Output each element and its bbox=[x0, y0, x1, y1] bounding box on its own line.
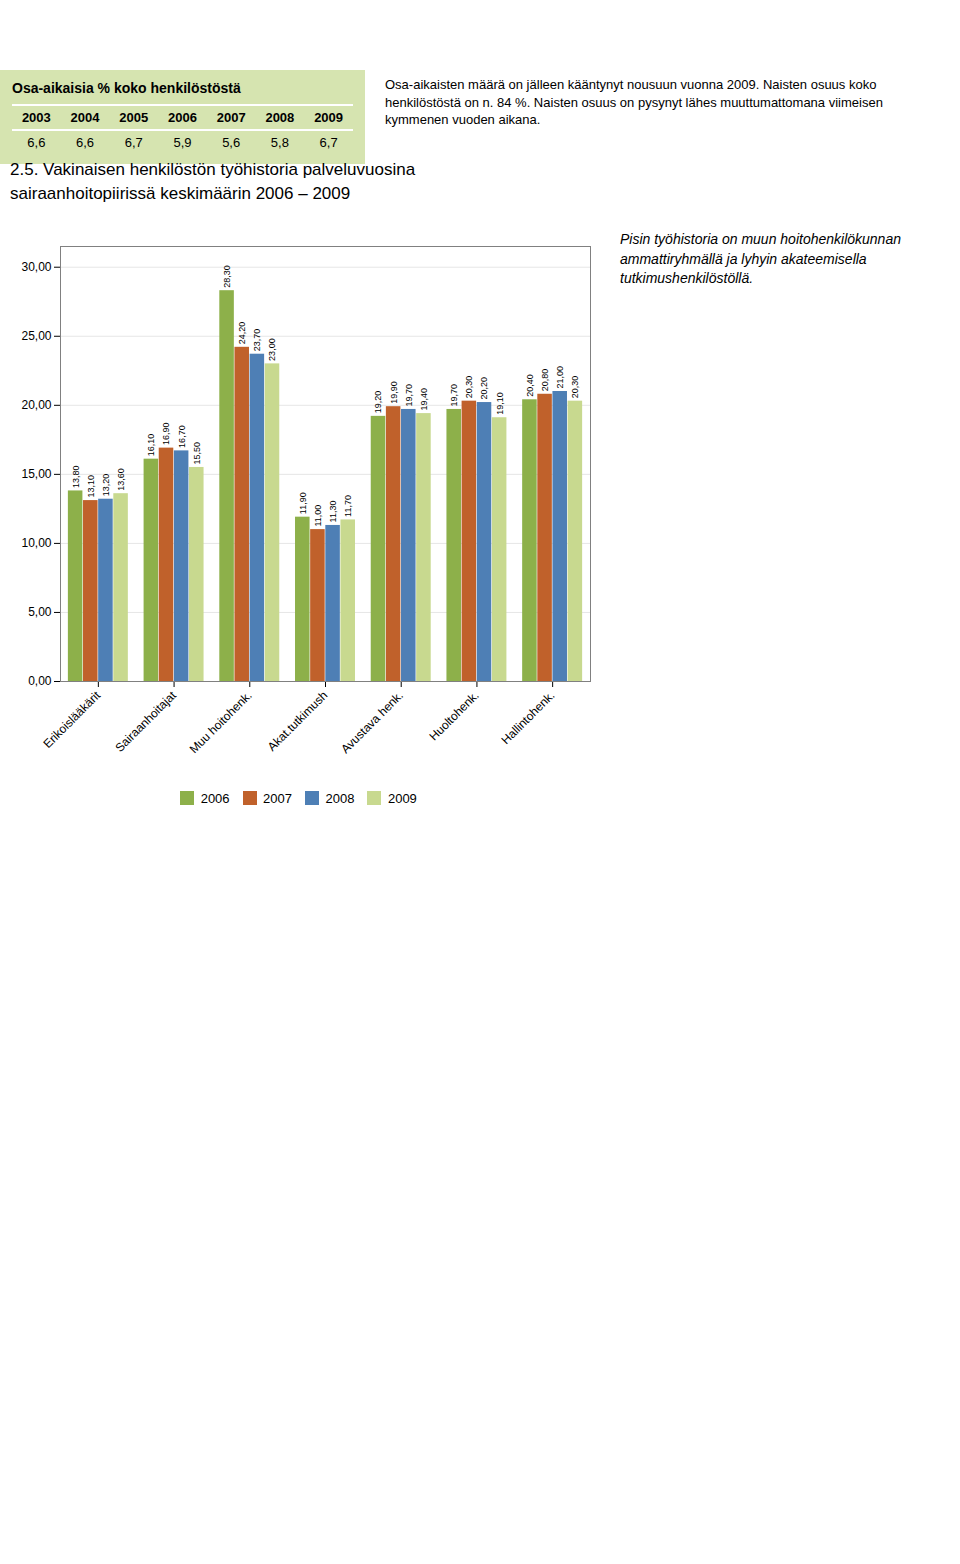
html-text:6,6: 6,6 bbox=[27, 135, 46, 150]
html-text:6,7: 6,7 bbox=[319, 135, 338, 150]
html-text:6,7: 6,7 bbox=[124, 135, 143, 150]
svg-text:23,70: 23,70 bbox=[252, 328, 262, 351]
html-text:2007: 2007 bbox=[216, 110, 246, 125]
svg-text:21,00: 21,00 bbox=[555, 366, 565, 389]
html-text:5,6: 5,6 bbox=[222, 135, 241, 150]
svg-text:5,00: 5,00 bbox=[28, 605, 52, 619]
svg-text:Huoltohenk.: Huoltohenk. bbox=[427, 688, 482, 743]
svg-text:13,60: 13,60 bbox=[116, 468, 126, 491]
svg-text:11,30: 11,30 bbox=[328, 500, 338, 522]
svg-text:19,20: 19,20 bbox=[373, 390, 383, 413]
svg-text:25,00: 25,00 bbox=[21, 329, 51, 343]
svg-text:13,20: 13,20 bbox=[101, 473, 111, 496]
svg-text:15,00: 15,00 bbox=[21, 467, 51, 481]
svg-text:20,30: 20,30 bbox=[570, 375, 580, 398]
svg-text:16,90: 16,90 bbox=[161, 422, 171, 445]
svg-text:11,90: 11,90 bbox=[298, 492, 308, 514]
html-text:sairaanhoitopiirissä keskimäär: sairaanhoitopiirissä keskimäärin 2006 – … bbox=[10, 183, 351, 203]
html-text:2.5. Vakinaisen henkilöstön ty: 2.5. Vakinaisen henkilöstön työhistoria … bbox=[10, 160, 416, 179]
html-text:2008: 2008 bbox=[325, 790, 355, 806]
svg-text:20,20: 20,20 bbox=[479, 377, 489, 400]
html-text:2006: 2006 bbox=[200, 790, 230, 806]
svg-text:10,00: 10,00 bbox=[21, 536, 51, 550]
svg-text:16,70: 16,70 bbox=[177, 425, 187, 448]
svg-text:15,50: 15,50 bbox=[192, 442, 202, 465]
html-text:2008: 2008 bbox=[265, 110, 295, 125]
html-text:2006: 2006 bbox=[168, 110, 197, 125]
svg-text:Sairaanhoitajat: Sairaanhoitajat bbox=[112, 687, 179, 754]
svg-text:19,70: 19,70 bbox=[449, 384, 459, 407]
svg-text:11,70: 11,70 bbox=[343, 495, 353, 517]
html-text:5,8: 5,8 bbox=[270, 135, 289, 150]
html-text:2007: 2007 bbox=[263, 790, 292, 806]
svg-text:23,00: 23,00 bbox=[267, 338, 277, 361]
html-text:2009: 2009 bbox=[314, 110, 344, 125]
svg-text:28,30: 28,30 bbox=[222, 265, 232, 288]
html-text:2003: 2003 bbox=[21, 110, 51, 125]
html-text:2005: 2005 bbox=[119, 110, 149, 125]
html-text:Osa-aikaisia % koko henkilöstö: Osa-aikaisia % koko henkilöstöstä bbox=[12, 80, 241, 96]
svg-text:20,00: 20,00 bbox=[21, 398, 51, 412]
svg-text:Avustava henk.: Avustava henk. bbox=[338, 688, 406, 756]
svg-text:13,10: 13,10 bbox=[86, 475, 96, 498]
svg-text:19,90: 19,90 bbox=[389, 381, 399, 404]
svg-text:Hallintohenk.: Hallintohenk. bbox=[499, 688, 558, 747]
svg-text:11,00: 11,00 bbox=[313, 504, 323, 526]
html-text:Pisin työhistoria on muun hoit: Pisin työhistoria on muun hoitohenkilöku… bbox=[620, 231, 901, 287]
html-text:2009: 2009 bbox=[387, 790, 417, 806]
svg-text:19,10: 19,10 bbox=[495, 392, 505, 415]
svg-text:Muu hoitohenk.: Muu hoitohenk. bbox=[187, 688, 255, 756]
html-text:5,9: 5,9 bbox=[173, 135, 192, 150]
html-text:6,6: 6,6 bbox=[76, 135, 95, 150]
svg-text:19,40: 19,40 bbox=[419, 388, 429, 411]
svg-text:Akat.tutkimush: Akat.tutkimush bbox=[265, 688, 331, 754]
svg-text:0,00: 0,00 bbox=[28, 674, 52, 688]
svg-text:20,30: 20,30 bbox=[464, 375, 474, 398]
svg-text:20,80: 20,80 bbox=[540, 368, 550, 391]
svg-text:Erikoislääkärit: Erikoislääkärit bbox=[40, 687, 103, 750]
html-text:Osa-aikaisten määrä on jälleen: Osa-aikaisten määrä on jälleen kääntynyt… bbox=[385, 77, 883, 128]
svg-text:30,00: 30,00 bbox=[21, 260, 51, 274]
html-text:2004: 2004 bbox=[70, 110, 100, 125]
svg-text:13,80: 13,80 bbox=[71, 465, 81, 488]
svg-text:16,10: 16,10 bbox=[146, 433, 156, 456]
svg-text:24,20: 24,20 bbox=[237, 321, 247, 344]
svg-text:19,70: 19,70 bbox=[404, 384, 414, 407]
svg-text:20,40: 20,40 bbox=[525, 374, 535, 397]
